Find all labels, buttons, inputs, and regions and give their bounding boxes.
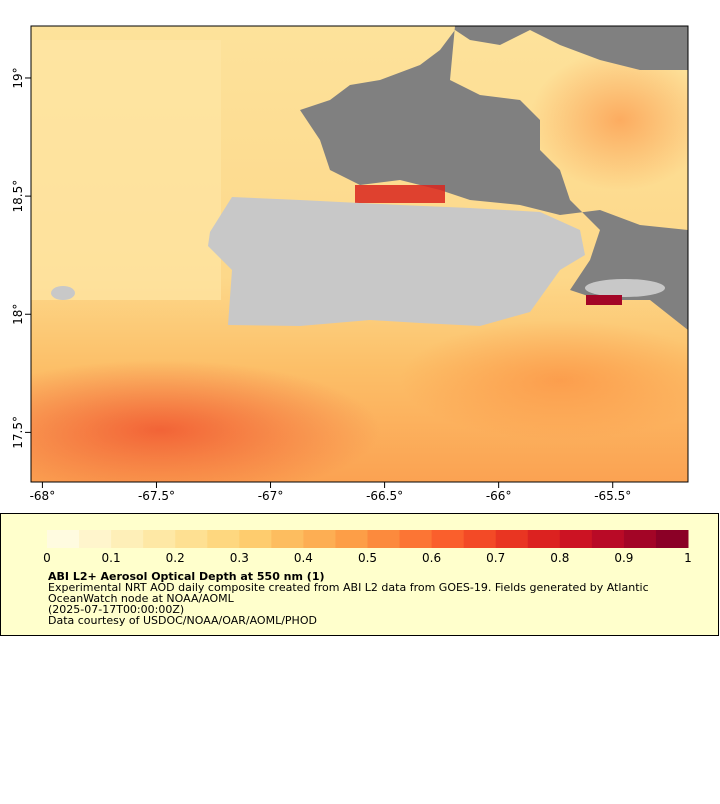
colorbar-swatch [399,530,433,548]
colorbar-swatch [591,530,625,548]
colorbar-tick-label: 0.9 [614,551,633,565]
mona-island [51,286,75,300]
colorbar-swatch [559,530,593,548]
colorbar-tick-label: 0.6 [422,551,441,565]
map-frame [30,25,689,483]
colorbar-tick-label: 0.3 [230,551,249,565]
colorbar-tick-label: 0.8 [550,551,569,565]
colorbar-tick-label: 1 [684,551,692,565]
x-tick-label: -67.5° [138,489,175,503]
x-tick-label: -66.5° [366,489,403,503]
legend-title: ABI L2+ Aerosol Optical Depth at 550 nm … [48,570,325,583]
legend-line: Experimental NRT AOD daily composite cre… [48,581,649,594]
colorbar-tick-label: 0 [43,551,51,565]
y-tick-label: 18.5° [11,180,25,213]
colorbar-swatch [495,530,529,548]
vieques [585,279,665,297]
colorbar-tick-label: 0.5 [358,551,377,565]
colorbar-swatch [303,530,336,548]
colorbar-swatch [111,530,144,548]
y-tick-label: 19° [11,67,25,88]
puerto-rico [208,197,585,326]
colorbar-tick-label: 0.7 [486,551,505,565]
x-tick-label: -66° [486,489,512,503]
colorbar-swatch [623,530,657,548]
colorbar-swatch [175,530,208,548]
colorbar-swatch [271,530,304,548]
colorbar-swatch [47,530,80,548]
colorbar-tick-label: 0.4 [294,551,313,565]
colorbar-swatch [207,530,240,548]
colorbar-swatch [79,530,112,548]
colorbar-swatch [239,530,272,548]
colorbar-swatch [335,530,368,548]
colorbar-swatch [527,530,561,548]
y-tick-label: 18° [11,304,25,325]
colorbar-swatch [431,530,465,548]
legend-line: (2025-07-17T00:00:00Z) [48,603,184,616]
legend-line: Data courtesy of USDOC/NOAA/OAR/AOML/PHO… [48,614,317,627]
cloud-mask [300,26,688,330]
x-tick-label: -67° [258,489,284,503]
colorbar-swatch [143,530,176,548]
colorbar-swatch [655,530,689,548]
x-tick-label: -65.5° [594,489,631,503]
legend-line: OceanWatch node at NOAA/AOML [48,592,235,605]
x-tick-label: -68° [30,489,56,503]
colorbar-swatch [463,530,497,548]
colorbar-tick-label: 0.1 [102,551,121,565]
colorbar-tick-label: 0.2 [166,551,185,565]
colorbar-swatch [367,530,401,548]
map-image [31,26,688,482]
y-tick-label: 17.5° [11,416,25,449]
